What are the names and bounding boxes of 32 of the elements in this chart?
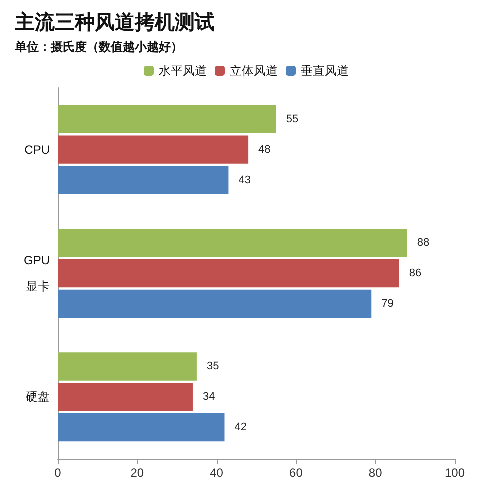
chart-title: 主流三种风道拷机测试 [14, 11, 215, 34]
data-label: 88 [417, 237, 430, 250]
data-label: 55 [286, 113, 299, 126]
bar [58, 352, 197, 381]
data-label: 86 [409, 268, 422, 280]
data-label: 34 [202, 391, 216, 404]
bar [58, 290, 372, 318]
bar [58, 259, 400, 288]
bar [58, 414, 225, 442]
x-tick-label: 60 [290, 466, 304, 480]
x-tick-label: 40 [210, 466, 224, 480]
chart-subtitle: 单位：摄氏度（数值越小越好） [14, 40, 183, 54]
x-tick-label: 20 [130, 466, 144, 480]
data-label: 42 [234, 422, 247, 434]
bar [58, 166, 229, 194]
x-tick-label: 100 [444, 466, 466, 480]
bar [58, 228, 408, 258]
legend-label: 垂直风道 [301, 64, 349, 78]
data-label: 48 [258, 144, 271, 156]
legend-label: 水平风道 [159, 64, 207, 78]
bar [58, 105, 276, 134]
y-tick-label: CPU [24, 142, 50, 157]
data-label: 43 [238, 174, 251, 186]
data-label: 35 [206, 360, 220, 373]
y-tick-label: GPU 显卡 [24, 254, 50, 294]
bar [58, 136, 249, 164]
legend-label: 立体风道 [230, 64, 278, 78]
y-tick-label: 硬盘 [26, 390, 50, 404]
data-label: 79 [382, 298, 394, 310]
bar [58, 383, 193, 412]
x-tick-label: 80 [368, 466, 383, 480]
x-tick-label: 0 [54, 466, 62, 480]
